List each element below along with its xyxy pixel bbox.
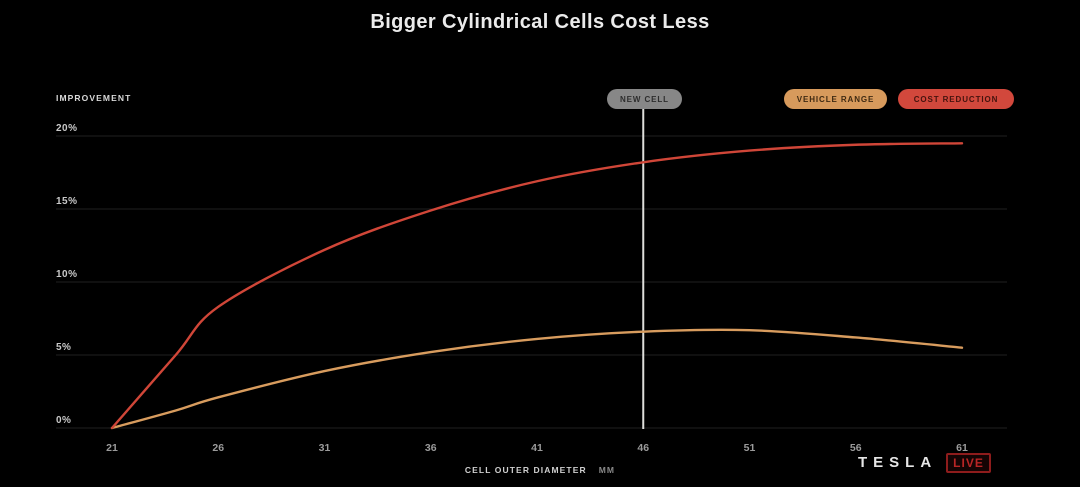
legend-label-vehicle-range: VEHICLE RANGE: [796, 94, 875, 104]
tesla-live-logo: TESLA LIVE: [858, 453, 991, 473]
x-tick-label: 56: [850, 442, 862, 454]
series-line-vehicle-range: [110, 328, 964, 430]
x-tick-label: 46: [637, 442, 649, 454]
legend: VEHICLE RANGE COST REDUCTION: [784, 89, 1014, 109]
legend-item-vehicle-range: VEHICLE RANGE: [784, 89, 887, 109]
series-line-cost-reduction: [110, 142, 964, 430]
x-tick-label: 26: [212, 442, 224, 454]
x-tick-label: 21: [106, 442, 118, 454]
x-axis-title-text: CELL OUTER DIAMETER: [464, 465, 587, 475]
live-badge: LIVE: [946, 453, 991, 473]
x-tick-label: 61: [956, 442, 968, 454]
y-axis-title: IMPROVEMENT: [56, 93, 132, 103]
y-tick-label: 15%: [56, 196, 78, 207]
x-tick-label: 31: [319, 442, 331, 454]
y-tick-label: 0%: [56, 415, 71, 426]
legend-item-cost-reduction: COST REDUCTION: [898, 89, 1014, 109]
x-tick-label: 51: [744, 442, 756, 454]
new-cell-badge: NEW CELL: [607, 89, 682, 109]
x-tick-label: 41: [531, 442, 543, 454]
y-tick-label: 5%: [56, 342, 71, 353]
x-tick-label: 36: [425, 442, 437, 454]
chart-title: Bigger Cylindrical Cells Cost Less: [370, 11, 710, 33]
tesla-wordmark: TESLA: [858, 454, 938, 471]
x-axis-unit: MM: [598, 465, 616, 475]
y-tick-label: 20%: [56, 123, 78, 134]
legend-label-cost-reduction: COST REDUCTION: [913, 94, 999, 104]
new-cell-badge-label: NEW CELL: [620, 94, 669, 104]
x-axis-title: CELL OUTER DIAMETER MM: [0, 465, 1080, 475]
y-tick-label: 10%: [56, 269, 78, 280]
